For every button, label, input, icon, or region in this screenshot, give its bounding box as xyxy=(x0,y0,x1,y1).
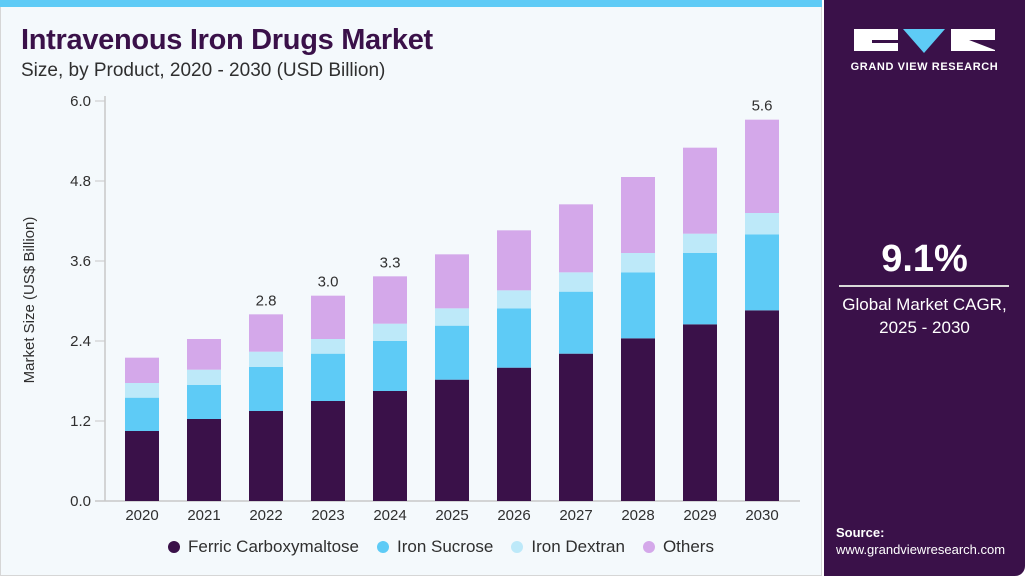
labels: 2020 2021 2022 2.8 2023 3.0 2024 3.3 2025 2026 202… xyxy=(125,98,778,524)
x-tick-label: 2027 xyxy=(559,507,592,524)
bar-segment-others xyxy=(683,147,717,234)
y-tick-label: 0.0 xyxy=(70,493,91,510)
y-tick-label: 3.6 xyxy=(70,253,91,270)
bar-segment-others xyxy=(311,295,345,339)
cagr-label-line1: Global Market CAGR, xyxy=(842,295,1007,314)
bar-segment-iron-dextran xyxy=(125,383,159,398)
brand-panel: GRAND VIEW RESEARCH 9.1% Global Market C… xyxy=(824,0,1025,576)
bar-segment-others xyxy=(497,230,531,291)
legend-marker-icon xyxy=(511,541,524,553)
bar-segment-iron-sucrose xyxy=(497,308,531,368)
divider xyxy=(839,285,1009,287)
x-tick-label: 2029 xyxy=(683,507,716,524)
source-label: Source: xyxy=(836,525,885,540)
bar-segment-iron-dextran xyxy=(373,323,407,341)
bar-segment-iron-sucrose xyxy=(125,397,159,431)
bar-segment-ferric-carboxymaltose xyxy=(745,310,779,501)
bar-segment-iron-dextran xyxy=(187,369,221,385)
y-tick-label: 2.4 xyxy=(70,333,91,350)
x-tick-label: 2028 xyxy=(621,507,654,524)
bar-segment-iron-sucrose xyxy=(683,253,717,325)
bar-segment-others xyxy=(745,119,779,213)
bar-segment-ferric-carboxymaltose xyxy=(683,324,717,501)
y-tick-label: 6.0 xyxy=(70,93,91,110)
bar-segment-ferric-carboxymaltose xyxy=(621,338,655,501)
y-axis-label: Market Size (US$ Billion) xyxy=(21,217,38,384)
source-link[interactable]: www.grandviewresearch.com xyxy=(836,542,1006,557)
bar-segment-others xyxy=(249,314,283,352)
bar-segment-others xyxy=(373,276,407,324)
legend-item: Iron Dextran xyxy=(511,537,625,557)
x-tick-label: 2020 xyxy=(125,507,158,524)
accent-stripe xyxy=(0,0,822,7)
bar-segment-iron-sucrose xyxy=(373,341,407,391)
bars xyxy=(125,119,779,501)
bar-segment-ferric-carboxymaltose xyxy=(249,411,283,501)
x-tick-label: 2024 xyxy=(373,507,406,524)
bar-segment-ferric-carboxymaltose xyxy=(311,401,345,501)
legend-label: Iron Sucrose xyxy=(397,537,494,556)
bar-segment-iron-dextran xyxy=(311,339,345,354)
legend-marker-icon xyxy=(642,541,655,553)
y-tick-label: 4.8 xyxy=(70,173,91,190)
bar-segment-iron-sucrose xyxy=(559,291,593,354)
bar-segment-ferric-carboxymaltose xyxy=(187,419,221,501)
cagr-value: 9.1% xyxy=(881,238,968,280)
cagr-label-line2: 2025 - 2030 xyxy=(879,318,970,337)
bar-segment-iron-sucrose xyxy=(187,385,221,419)
bar-segment-iron-sucrose xyxy=(311,353,345,401)
brand-name: GRAND VIEW RESEARCH xyxy=(850,61,999,73)
legend-label: Iron Dextran xyxy=(531,537,625,556)
x-tick-label: 2023 xyxy=(311,507,344,524)
bar-segment-iron-dextran xyxy=(497,290,531,309)
bar-segment-iron-dextran xyxy=(621,253,655,273)
bar-segment-others xyxy=(559,204,593,273)
stacked-bar-chart: 0.0 1.2 2.4 3.6 4.8 6.0 2020 2021 2022 2.8 2023 3.… xyxy=(21,93,800,524)
x-tick-label: 2026 xyxy=(497,507,530,524)
legend-item: Iron Sucrose xyxy=(377,537,493,557)
x-tick-label: 2030 xyxy=(745,507,778,524)
bar-segment-iron-sucrose xyxy=(249,367,283,411)
bar-segment-others xyxy=(187,339,221,370)
bar-segment-iron-dextran xyxy=(435,308,469,326)
data-label: 2.8 xyxy=(256,292,277,309)
bar-segment-iron-sucrose xyxy=(435,325,469,380)
bar-segment-iron-dextran xyxy=(745,213,779,235)
legend-marker-icon xyxy=(377,541,389,553)
legend: Ferric Carboxymaltose Iron Sucrose Iron De… xyxy=(168,537,714,557)
legend-item: Ferric Carboxymaltose xyxy=(168,537,359,557)
legend-item: Others xyxy=(642,537,714,557)
bar-segment-iron-sucrose xyxy=(745,234,779,311)
bar-segment-ferric-carboxymaltose xyxy=(373,391,407,501)
y-tick-label: 1.2 xyxy=(70,413,91,430)
cagr-label: Global Market CAGR, 2025 - 2030 xyxy=(824,293,1025,339)
bar-segment-iron-dextran xyxy=(683,233,717,253)
bar-segment-ferric-carboxymaltose xyxy=(497,367,531,501)
data-label: 5.6 xyxy=(752,98,773,115)
bar-segment-ferric-carboxymaltose xyxy=(435,379,469,501)
x-tick-label: 2021 xyxy=(187,507,220,524)
chart-title: Intravenous Iron Drugs Market xyxy=(21,24,433,56)
data-label: 3.3 xyxy=(380,254,401,271)
bar-segment-others xyxy=(621,177,655,253)
legend-label: Ferric Carboxymaltose xyxy=(188,537,359,556)
bar-segment-others xyxy=(435,254,469,309)
gvr-logo-icon xyxy=(854,29,995,53)
bar-segment-others xyxy=(125,357,159,383)
legend-marker-icon xyxy=(168,541,180,553)
bar-segment-iron-dextran xyxy=(559,272,593,292)
bar-segment-ferric-carboxymaltose xyxy=(559,353,593,501)
axes: 0.0 1.2 2.4 3.6 4.8 6.0 xyxy=(70,93,800,510)
chart-subtitle: Size, by Product, 2020 - 2030 (USD Billi… xyxy=(21,60,386,81)
bar-segment-iron-dextran xyxy=(249,351,283,367)
legend-label: Others xyxy=(662,537,714,556)
data-label: 3.0 xyxy=(318,274,339,291)
bar-segment-ferric-carboxymaltose xyxy=(125,431,159,501)
x-tick-label: 2022 xyxy=(249,507,282,524)
x-tick-label: 2025 xyxy=(435,507,468,524)
bar-segment-iron-sucrose xyxy=(621,272,655,339)
